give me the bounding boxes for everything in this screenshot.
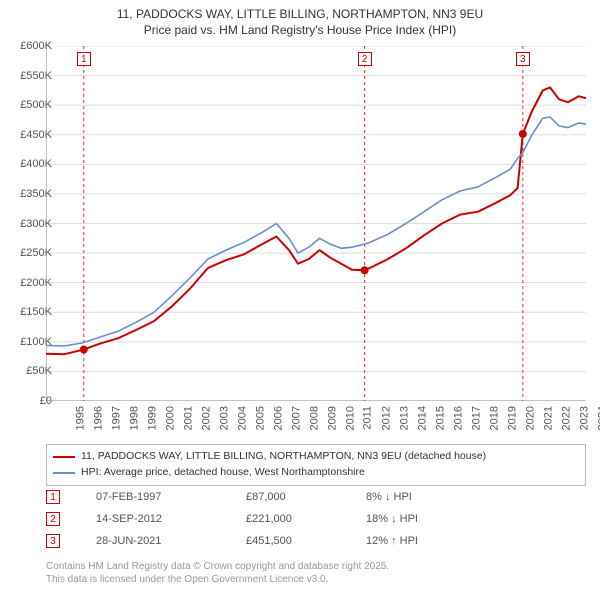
sale-date: 07-FEB-1997: [96, 491, 246, 503]
sale-date: 28-JUN-2021: [96, 535, 246, 547]
y-tick-label: £100K: [20, 336, 52, 348]
x-tick-label: 2023: [578, 406, 590, 430]
attribution-line: This data is licensed under the Open Gov…: [46, 573, 389, 586]
chart-container: 11, PADDOCKS WAY, LITTLE BILLING, NORTHA…: [0, 0, 600, 590]
y-tick-label: £450K: [20, 129, 52, 141]
legend-swatch-icon: [53, 456, 75, 459]
legend-item-price-paid: 11, PADDOCKS WAY, LITTLE BILLING, NORTHA…: [53, 449, 579, 465]
title-address: 11, PADDOCKS WAY, LITTLE BILLING, NORTHA…: [0, 6, 600, 22]
y-tick-label: £0: [40, 395, 52, 407]
x-tick-label: 1996: [92, 406, 104, 430]
x-tick-label: 2013: [398, 406, 410, 430]
x-tick-label: 2002: [200, 406, 212, 430]
table-row: 3 28-JUN-2021 £451,500 12% ↑ HPI: [46, 530, 586, 552]
sale-diff: 8% ↓ HPI: [366, 491, 486, 503]
y-tick-label: £350K: [20, 188, 52, 200]
x-tick-label: 2008: [308, 406, 320, 430]
y-tick-label: £300K: [20, 218, 52, 230]
x-tick-label: 2018: [488, 406, 500, 430]
x-tick-label: 2021: [542, 406, 554, 430]
title-subtitle: Price paid vs. HM Land Registry's House …: [0, 22, 600, 38]
x-tick-label: 1995: [74, 406, 86, 430]
y-tick-label: £250K: [20, 247, 52, 259]
legend-label: HPI: Average price, detached house, West…: [81, 465, 365, 481]
x-tick-label: 2004: [236, 406, 248, 430]
line-chart: [46, 46, 586, 401]
sales-table: 1 07-FEB-1997 £87,000 8% ↓ HPI 2 14-SEP-…: [46, 486, 586, 552]
chart-sale-marker-icon: 2: [358, 52, 372, 66]
x-tick-label: 2017: [470, 406, 482, 430]
x-tick-label: 1999: [146, 406, 158, 430]
x-tick-label: 2003: [218, 406, 230, 430]
x-tick-label: 2014: [416, 406, 428, 430]
x-tick-label: 2000: [164, 406, 176, 430]
chart-title: 11, PADDOCKS WAY, LITTLE BILLING, NORTHA…: [0, 0, 600, 38]
y-tick-label: £600K: [20, 40, 52, 52]
y-tick-label: £200K: [20, 277, 52, 289]
x-tick-label: 2022: [560, 406, 572, 430]
legend-swatch-icon: [53, 472, 75, 474]
x-tick-label: 2007: [290, 406, 302, 430]
sale-marker-icon: 3: [46, 534, 60, 548]
x-tick-label: 2011: [362, 406, 374, 430]
x-tick-label: 2006: [272, 406, 284, 430]
table-row: 2 14-SEP-2012 £221,000 18% ↓ HPI: [46, 508, 586, 530]
y-tick-label: £400K: [20, 158, 52, 170]
x-tick-label: 2015: [434, 406, 446, 430]
sale-diff: 18% ↓ HPI: [366, 513, 486, 525]
sale-price: £221,000: [246, 513, 366, 525]
chart-sale-marker-icon: 3: [516, 52, 530, 66]
legend-label: 11, PADDOCKS WAY, LITTLE BILLING, NORTHA…: [81, 449, 486, 465]
sale-price: £87,000: [246, 491, 366, 503]
sale-price: £451,500: [246, 535, 366, 547]
legend: 11, PADDOCKS WAY, LITTLE BILLING, NORTHA…: [46, 444, 586, 486]
legend-item-hpi: HPI: Average price, detached house, West…: [53, 465, 579, 481]
y-tick-label: £150K: [20, 306, 52, 318]
x-tick-label: 2012: [380, 406, 392, 430]
x-tick-label: 1998: [128, 406, 140, 430]
x-tick-label: 1997: [110, 406, 122, 430]
x-tick-label: 2009: [326, 406, 338, 430]
x-tick-label: 2005: [254, 406, 266, 430]
x-tick-label: 2024: [596, 406, 600, 430]
table-row: 1 07-FEB-1997 £87,000 8% ↓ HPI: [46, 486, 586, 508]
sale-marker-icon: 2: [46, 512, 60, 526]
x-tick-label: 2020: [524, 406, 536, 430]
sale-marker-icon: 1: [46, 490, 60, 504]
y-tick-label: £500K: [20, 99, 52, 111]
y-tick-label: £50K: [26, 365, 52, 377]
chart-sale-marker-icon: 1: [77, 52, 91, 66]
y-tick-label: £550K: [20, 70, 52, 82]
x-tick-label: 2019: [506, 406, 518, 430]
x-tick-label: 2001: [182, 406, 194, 430]
sale-date: 14-SEP-2012: [96, 513, 246, 525]
x-tick-label: 2016: [452, 406, 464, 430]
x-tick-label: 2010: [344, 406, 356, 430]
sale-diff: 12% ↑ HPI: [366, 535, 486, 547]
attribution-line: Contains HM Land Registry data © Crown c…: [46, 560, 389, 573]
attribution: Contains HM Land Registry data © Crown c…: [46, 560, 389, 586]
